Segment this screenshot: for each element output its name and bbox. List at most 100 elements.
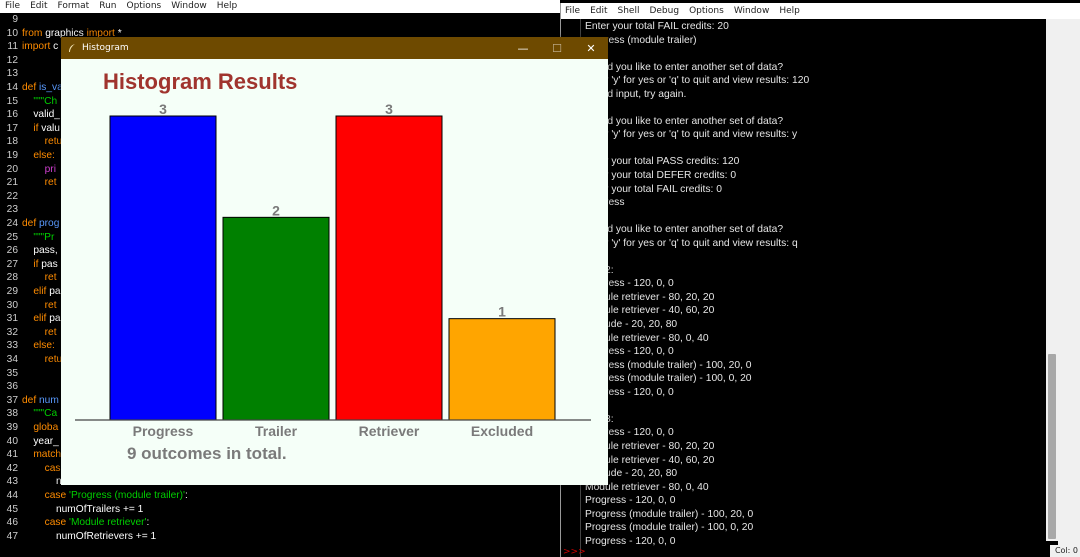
shell-output[interactable]: Enter your total FAIL credits: 20 ress (… <box>585 20 1045 548</box>
line-number: 18 <box>6 136 18 148</box>
shell-menu-debug[interactable]: Debug <box>649 6 680 16</box>
shell-output-line: ress - 120, 0, 0 <box>585 427 674 439</box>
code-line[interactable]: 14 def is_va <box>0 81 560 95</box>
code-line[interactable]: 38 """Ca <box>0 407 560 421</box>
shell-scrollbar-thumb[interactable] <box>1048 354 1056 539</box>
shell-output-line: ress - 120, 0, 0 <box>585 346 674 358</box>
editor-menu-run[interactable]: Run <box>99 1 117 11</box>
code-token: retu <box>22 354 63 365</box>
shell-output-line <box>585 101 1045 115</box>
code-line[interactable]: 36 <box>0 380 560 394</box>
code-line[interactable]: 29 elif pa <box>0 285 560 299</box>
code-token: pass, <box>22 245 61 257</box>
code-line[interactable]: 27 if pas <box>0 258 560 272</box>
editor-menu-help[interactable]: Help <box>216 1 238 11</box>
code-editor[interactable]: 9 10 from graphics import * 11 import c 12 13 1… <box>0 13 560 557</box>
code-line[interactable]: 22 <box>0 190 560 204</box>
shell-output-line: r your total FAIL credits: 0 <box>585 183 722 195</box>
code-token: retu <box>22 136 63 148</box>
line-number: 10 <box>6 27 18 39</box>
code-token: pa <box>49 286 61 297</box>
code-token: case <box>22 490 69 501</box>
code-line[interactable]: 25 """Pr <box>0 231 560 245</box>
code-line[interactable]: 46 case 'Module retriever': <box>0 516 560 530</box>
shell-menu-edit[interactable]: Edit <box>590 6 608 16</box>
code-line[interactable]: 16 valid_ <box>0 108 560 122</box>
line-number: 22 <box>6 190 18 202</box>
code-token: pa <box>49 313 61 325</box>
shell-output-line: r 'y' for yes or 'q' to quit and view re… <box>585 237 798 249</box>
code-line[interactable]: 35 <box>0 367 560 381</box>
code-line[interactable]: 24 def prog <box>0 217 560 231</box>
line-number: 26 <box>6 245 18 257</box>
code-line[interactable]: 21 ret <box>0 176 560 190</box>
shell-output-line: ld you like to enter another set of data… <box>585 61 784 73</box>
code-line[interactable]: 23 <box>0 203 560 217</box>
editor-menu-edit[interactable]: Edit <box>30 1 48 11</box>
histogram-titlebar[interactable]: Histogram — ☐ ✕ <box>61 37 608 59</box>
shell-menu-help[interactable]: Help <box>779 6 800 16</box>
shell-menu-file[interactable]: File <box>565 6 581 16</box>
editor-menu-format[interactable]: Format <box>57 1 90 11</box>
status-column-indicator: Col: 0 <box>1050 545 1080 557</box>
code-line[interactable]: 41 match <box>0 448 560 462</box>
minimize-button[interactable]: — <box>517 41 529 55</box>
maximize-button[interactable]: ☐ <box>552 41 562 55</box>
line-number: 35 <box>6 367 18 379</box>
code-token: """Ca <box>22 408 58 420</box>
code-line[interactable]: 26 pass, <box>0 244 560 258</box>
code-line[interactable]: 28 ret <box>0 271 560 285</box>
code-line[interactable]: 39 globa <box>0 421 560 435</box>
code-line[interactable]: 40 year_ <box>0 435 560 449</box>
code-token: pri <box>22 163 56 175</box>
line-number: 38 <box>6 408 18 420</box>
bar-progress <box>109 115 217 421</box>
code-line[interactable]: 43 n <box>0 475 560 489</box>
outcomes-total: 9 outcomes in total. <box>127 444 287 463</box>
shell-menu-shell[interactable]: Shell <box>617 6 640 16</box>
line-number: 34 <box>6 354 18 365</box>
editor-menu-window[interactable]: Window <box>171 1 207 11</box>
shell-output-line: r 'y' for yes or 'q' to quit and view re… <box>585 75 810 87</box>
code-line[interactable]: 18 retu <box>0 135 560 149</box>
code-line[interactable]: 44 case 'Progress (module trailer)': <box>0 489 560 503</box>
line-number: 37 <box>6 394 18 406</box>
line-number: 44 <box>6 490 18 501</box>
code-token: * <box>117 27 122 39</box>
code-token: def <box>22 218 39 229</box>
code-line[interactable]: 9 <box>0 13 560 27</box>
code-line[interactable]: 34 retu <box>0 353 560 367</box>
code-line[interactable]: 13 <box>0 67 560 81</box>
code-token: globa <box>22 422 59 433</box>
code-line[interactable]: 37 def num <box>0 394 560 408</box>
code-line[interactable]: 42 cas <box>0 462 560 476</box>
code-token: if <box>22 122 42 134</box>
code-line[interactable]: 10 from graphics import * <box>0 27 560 41</box>
line-number: 33 <box>6 340 18 352</box>
code-line[interactable]: 15 """Ch <box>0 95 560 109</box>
code-line[interactable]: 11 import c <box>0 40 560 54</box>
code-line[interactable]: 31 elif pa <box>0 312 560 326</box>
editor-menu-file[interactable]: File <box>5 1 21 11</box>
code-line[interactable]: 20 pri <box>0 163 560 177</box>
code-line[interactable]: 47 numOfRetrievers += 1 <box>0 530 560 544</box>
line-number: 20 <box>6 163 18 175</box>
close-button[interactable]: ✕ <box>586 41 596 55</box>
code-token: n <box>22 476 62 488</box>
shell-output-line: ress (module trailer) <box>585 34 697 46</box>
shell-output-line: id input, try again. <box>585 88 687 100</box>
shell-menu-options[interactable]: Options <box>689 6 724 16</box>
code-token: match <box>22 449 62 461</box>
shell-output-line: 2: <box>605 264 614 276</box>
code-line[interactable]: 45 numOfTrailers += 1 <box>0 503 560 517</box>
editor-menu-options[interactable]: Options <box>126 1 162 11</box>
code-line[interactable]: 17 if valu <box>0 122 560 136</box>
shell-menu-window[interactable]: Window <box>733 6 770 16</box>
code-line[interactable]: 33 else: <box>0 339 560 353</box>
code-line[interactable]: 19 else: <box>0 149 560 163</box>
shell-scrollbar[interactable] <box>1046 19 1058 541</box>
code-line[interactable]: 30 ret <box>0 299 560 313</box>
line-number: 43 <box>6 476 18 488</box>
code-line[interactable]: 32 ret <box>0 326 560 340</box>
code-line[interactable]: 12 <box>0 54 560 68</box>
